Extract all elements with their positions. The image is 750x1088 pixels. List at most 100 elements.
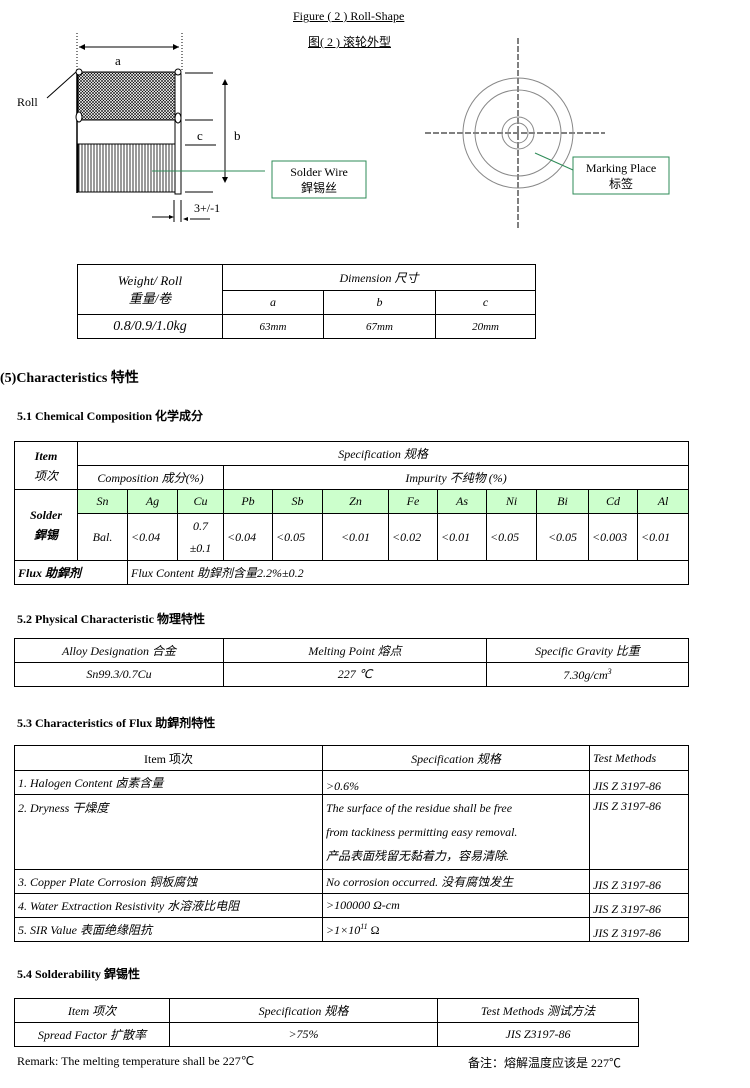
section-5-4-title: 5.4 Solderability 銲锡性 (17, 967, 141, 981)
table-cell: >75% (169, 1022, 438, 1047)
table-row: Item 项次 Specification 规格 (14, 441, 690, 490)
remark-cn: 备注：熔解温度应该是 227℃ (468, 1056, 622, 1070)
element-header: As (437, 489, 487, 514)
table-cell: Spread Factor 扩散率 (14, 1022, 170, 1047)
solderability-table: Item 项次 Specification 规格 Test Methods 测试方法… (14, 998, 639, 1047)
table-cell: JIS Z 3197-86 (589, 794, 689, 870)
table-cell: JIS Z3197-86 (437, 1022, 639, 1047)
table-cell: Alloy Designation 合金 (14, 638, 224, 663)
table-cell: a (222, 290, 324, 315)
section-5-title: (5)Characteristics 特性 (0, 371, 139, 386)
physical-characteristic-table: Alloy Designation 合金 Melting Point 熔点 Spec… (14, 638, 689, 687)
table-cell: Specification 规格 (322, 745, 590, 771)
table-cell: Flux 助銲剂 (14, 560, 128, 585)
table-row: Solder 銲锡 Sn Ag Cu Pb Sb Zn Fe As Ni Bi Cd Al (14, 489, 690, 561)
table-row: 3. Copper Plate Corrosion 铜板腐蚀 No corrosi… (14, 869, 689, 894)
table-cell: 5. SIR Value 表面绝缘阻抗 (14, 917, 323, 942)
element-header: Cu (177, 489, 224, 514)
table-row: Weight/ Roll 重量/卷 Dimension 尺寸 (77, 264, 537, 315)
label-a: a (115, 53, 121, 68)
element-header: Pb (223, 489, 273, 514)
element-header: Zn (322, 489, 389, 514)
element-header: Sn (77, 489, 128, 514)
table-row: 1. Halogen Content 卤素含量 >0.6% JIS Z 3197-8… (14, 770, 689, 795)
label-roll: Roll (17, 95, 38, 109)
element-value: <0.01 (437, 513, 487, 561)
table-cell: Item 项次 (14, 441, 78, 490)
table-cell: b (323, 290, 436, 315)
table-cell: Test Methods 测试方法 (437, 998, 639, 1023)
table-row: Composition 成分(%) Impurity 不纯物 (%) (15, 465, 690, 490)
table-cell: 4. Water Extraction Resistivity 水溶液比电阻 (14, 893, 323, 918)
table-row: Item 项次 Specification 规格 Test Methods 测试方法 (14, 998, 639, 1023)
element-value: Bal. (77, 513, 128, 561)
table-cell: 20mm (434, 314, 537, 339)
element-header: Fe (388, 489, 438, 514)
chemical-composition-table: Item 项次 Specification 规格 Composition 成分(%)… (14, 441, 690, 585)
table-cell: Item 项次 (14, 998, 170, 1023)
element-header: Sb (272, 489, 323, 514)
table-cell: 2. Dryness 干燥度 (14, 794, 323, 870)
label-c: c (197, 128, 203, 143)
table-row: Sn99.3/0.7Cu 227 ℃ 7.30g/cm3 (14, 662, 689, 687)
marking-place-label: Marking Place 标签 (585, 161, 657, 191)
table-cell: Impurity 不纯物 (%) (222, 465, 690, 490)
table-cell: Composition 成分(%) (77, 465, 224, 490)
table-cell: Specification 规格 (76, 441, 690, 466)
table-cell: Specification 规格 (169, 998, 438, 1023)
table-cell: JIS Z 3197-86 (589, 917, 689, 942)
element-value: <0.01 (322, 513, 389, 561)
table-cell: >1×1011 Ω (322, 917, 590, 942)
table-row: 5. SIR Value 表面绝缘阻抗 >1×1011 Ω JIS Z 3197-8… (14, 917, 689, 942)
table-row: Flux 助銲剂 Flux Content 助銲剂含量2.2%±0.2 (14, 560, 690, 585)
element-value: <0.003 (588, 513, 638, 561)
table-cell: Solder 銲锡 (14, 489, 78, 561)
section-5-3-title: 5.3 Characteristics of Flux 助銲剂特性 (17, 716, 216, 730)
element-value: <0.05 (536, 513, 589, 561)
element-header: Ag (127, 489, 178, 514)
table-cell: JIS Z 3197-86 (589, 770, 689, 795)
table-cell: Melting Point 熔点 (223, 638, 487, 663)
element-value: <0.01 (636, 513, 690, 561)
table-cell: 7.30g/cm3 (486, 662, 689, 687)
section-5-2-title: 5.2 Physical Characteristic 物理特性 (17, 612, 205, 626)
element-value: <0.02 (388, 513, 438, 561)
table-row: Bal. <0.04 0.7 ±0.1 <0.04 <0.05 <0.01 <0.02 <0.0… (15, 513, 690, 561)
table-cell: JIS Z 3197-86 (589, 869, 689, 894)
table-cell: Specific Gravity 比重 (486, 638, 689, 663)
element-value: 0.7 ±0.1 (177, 513, 224, 561)
table-cell: No corrosion occurred. 没有腐蚀发生 (322, 869, 590, 894)
table-row: Spread Factor 扩散率 >75% JIS Z3197-86 (14, 1022, 639, 1047)
table-cell: Test Methods (589, 745, 689, 771)
table-cell: c (434, 290, 537, 315)
table-cell: 0.8/0.9/1.0kg (77, 314, 223, 339)
element-value: <0.04 (223, 513, 273, 561)
table-cell: 1. Halogen Content 卤素含量 (14, 770, 323, 795)
element-header: Al (636, 489, 690, 514)
element-value: <0.05 (272, 513, 323, 561)
element-header: Bi (536, 489, 589, 514)
table-cell: 3. Copper Plate Corrosion 铜板腐蚀 (14, 869, 323, 894)
element-header: Ni (486, 489, 537, 514)
table-row: 2. Dryness 干燥度 The surface of the residue… (14, 794, 689, 870)
remark-en: Remark: The melting temperature shall be… (17, 1054, 255, 1068)
table-cell: 227 ℃ (223, 662, 487, 687)
table-cell: The surface of the residue shall be free… (322, 794, 590, 870)
label-gap: 3+/-1 (194, 201, 221, 215)
table-row: 0.8/0.9/1.0kg 63mm 67mm 20mm (77, 314, 537, 339)
table-cell: Item 项次 (14, 745, 323, 771)
table-row: Item 项次 Specification 规格 Test Methods (14, 745, 689, 771)
table-cell: >0.6% (322, 770, 590, 795)
label-b: b (234, 128, 241, 143)
table-cell: Dimension 尺寸 (221, 264, 537, 291)
table-cell: 67mm (323, 314, 436, 339)
flux-characteristics-table: Item 项次 Specification 规格 Test Methods 1. H… (14, 745, 689, 942)
table-cell: >100000 Ω-cm (322, 893, 590, 918)
roll-shape-diagram (46, 33, 670, 228)
element-value: <0.05 (486, 513, 537, 561)
table-cell: Flux Content 助銲剂含量2.2%±0.2 (126, 560, 690, 585)
table-cell: 63mm (222, 314, 324, 339)
figure-title-cn: 图( 2 ) 滚轮外型 (308, 35, 391, 49)
